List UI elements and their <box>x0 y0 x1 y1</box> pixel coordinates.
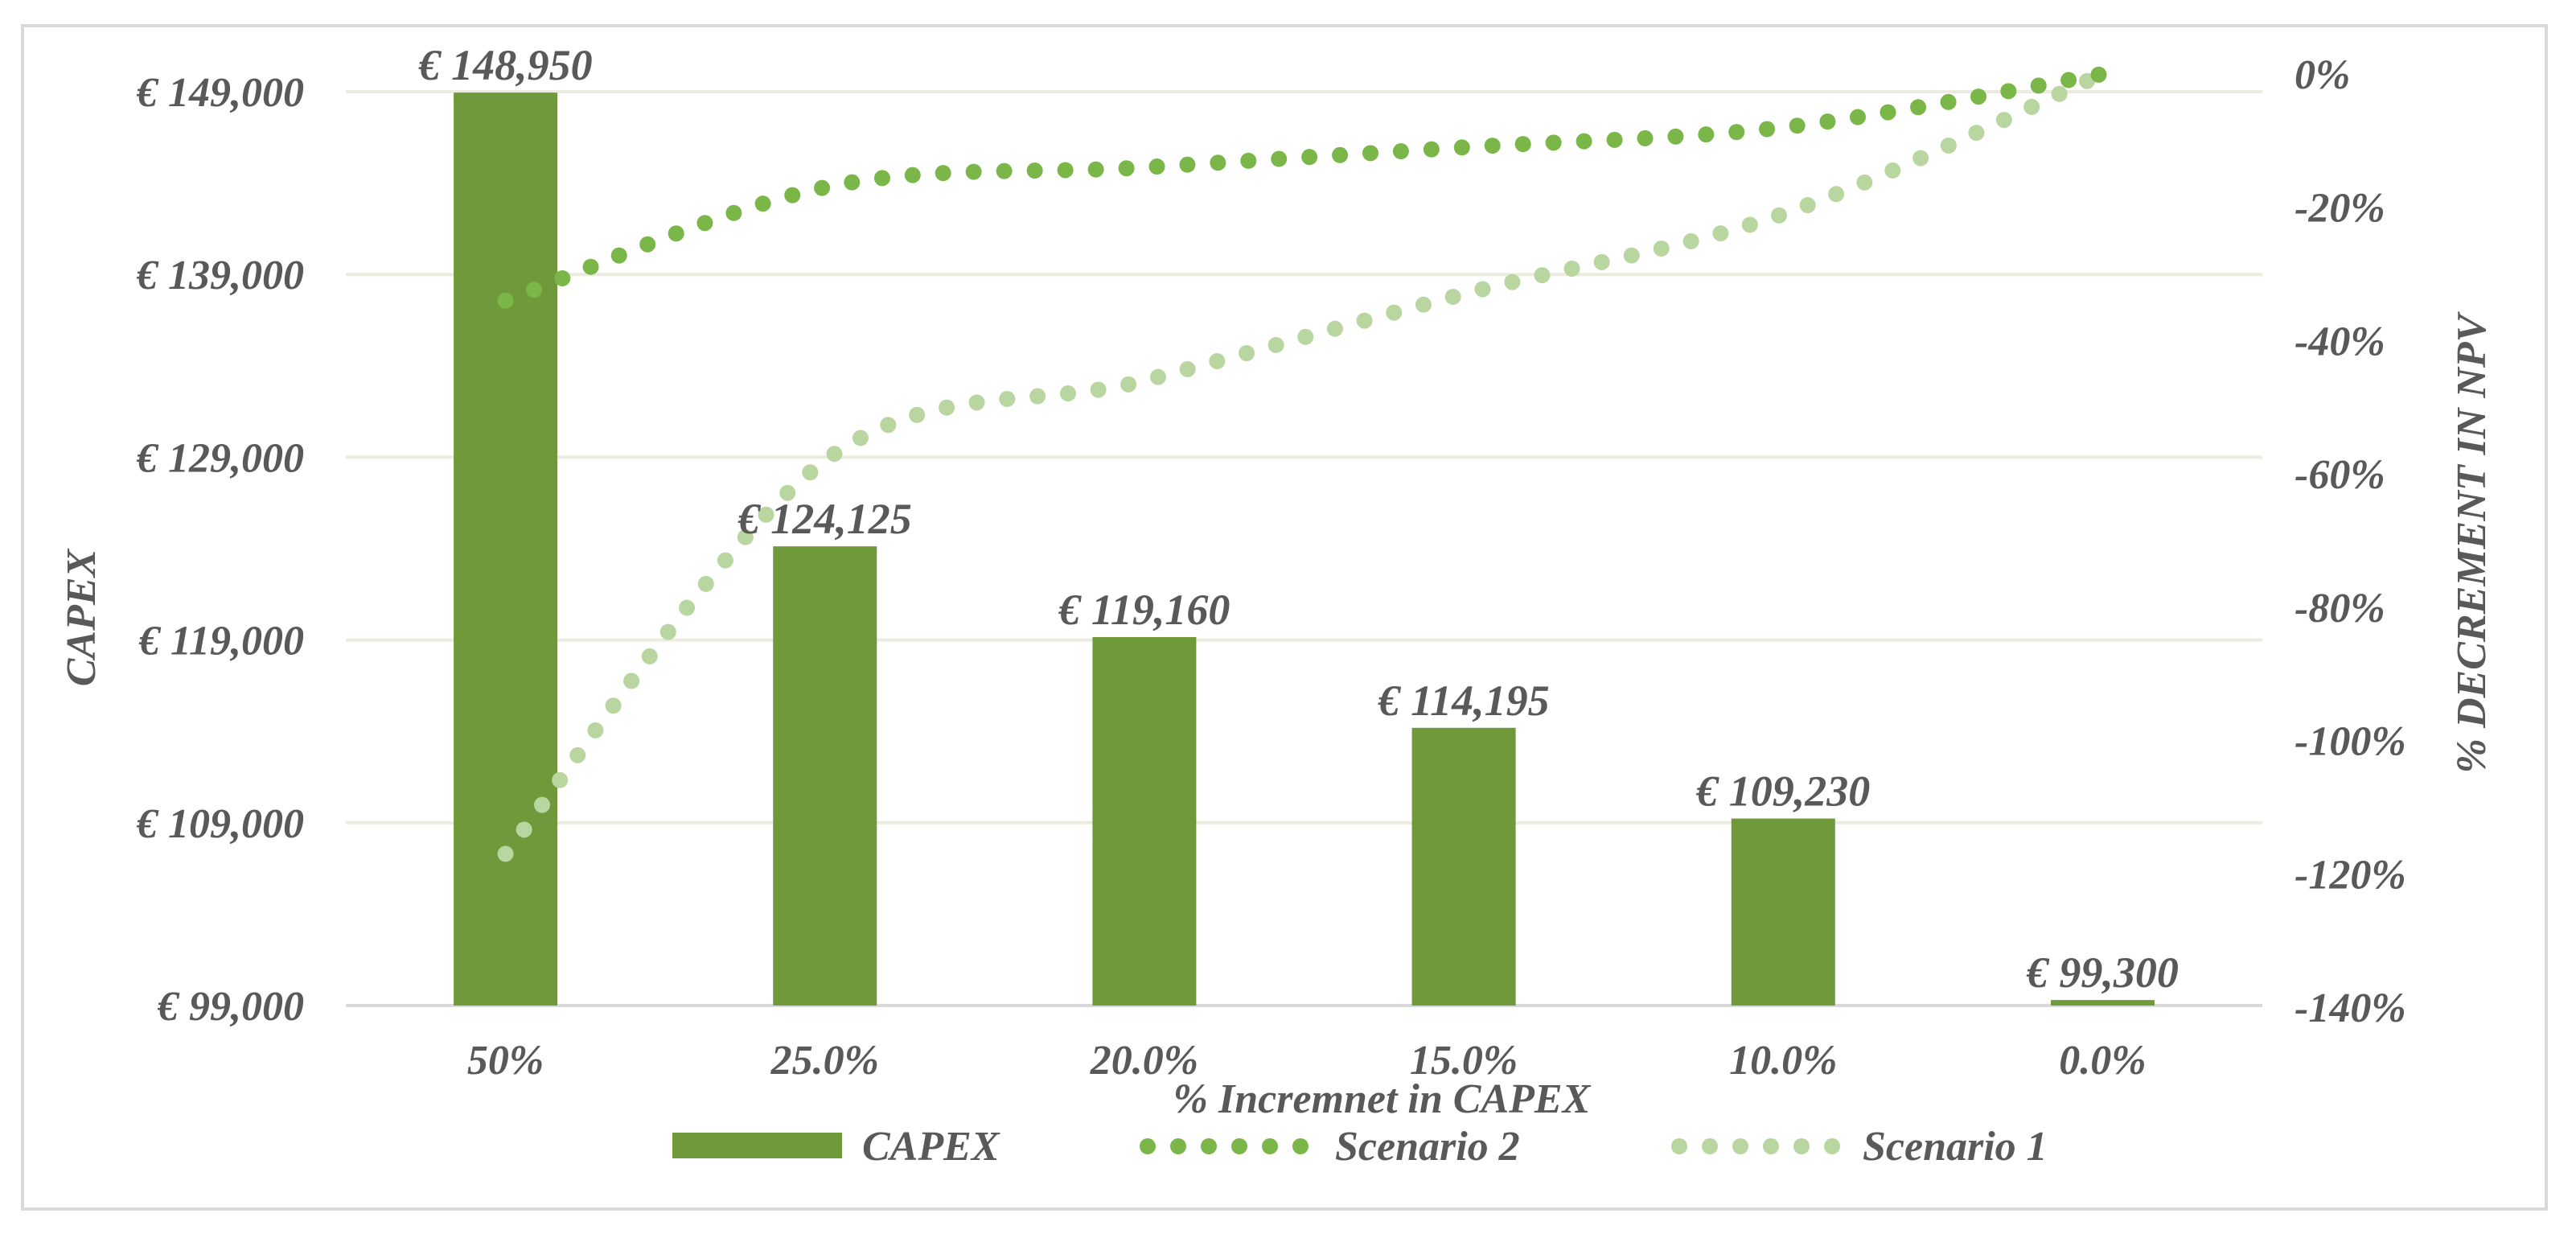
legend-dot <box>1201 1138 1217 1154</box>
y2-tick-label: -40% <box>2295 319 2385 364</box>
legend-dot <box>1170 1138 1186 1154</box>
x-tick-label: 10.0% <box>1729 1038 1837 1084</box>
legend-dot <box>1671 1138 1687 1154</box>
y2-tick-label: -140% <box>2295 985 2406 1031</box>
legend-label-scenario-2: Scenario 2 <box>1335 1124 1520 1170</box>
data-label: € 114,195 <box>1378 677 1550 725</box>
y2-tick-label: 0% <box>2295 52 2350 98</box>
y-tick-label: € 139,000 <box>136 253 304 298</box>
x-tick-label: 25.0% <box>770 1038 879 1084</box>
x-axis: 50% 25.0% 20.0% 15.0% 10.0% 0.0% <box>467 1038 2147 1084</box>
legend-dot <box>1231 1138 1247 1154</box>
legend-label-capex: CAPEX <box>862 1124 1000 1170</box>
y2-tick-label: -80% <box>2295 586 2385 631</box>
data-label: € 109,230 <box>1695 767 1870 816</box>
legend-label-scenario-1: Scenario 1 <box>1863 1124 2048 1170</box>
legend-dot <box>1763 1138 1779 1154</box>
bar <box>1411 727 1516 1006</box>
y-tick-label: € 149,000 <box>136 70 304 116</box>
data-label: € 148,950 <box>418 41 593 89</box>
x-axis-title: % Incremnet in CAPEX <box>1173 1076 1592 1122</box>
y2-tick-label: -100% <box>2295 719 2406 765</box>
legend-dot <box>1824 1138 1840 1154</box>
data-labels: € 148,950 € 124,125 € 119,160 € 114,195 € 10… <box>418 41 2179 997</box>
bar <box>1731 818 1835 1006</box>
bar <box>773 546 877 1006</box>
x-tick-label: 50% <box>467 1038 544 1084</box>
y-tick-label: € 129,000 <box>136 435 304 481</box>
legend-dot <box>1262 1138 1278 1154</box>
x-tick-label: 20.0% <box>1090 1038 1198 1084</box>
legend-dot <box>1292 1138 1309 1154</box>
legend-dot <box>1140 1138 1156 1154</box>
data-label: € 124,125 <box>737 495 912 543</box>
capex-bars <box>454 93 2155 1006</box>
y-tick-label: € 99,000 <box>157 984 304 1030</box>
y2-tick-label: -120% <box>2295 852 2406 898</box>
bar <box>1092 636 1197 1006</box>
data-label: € 99,300 <box>2026 948 2179 997</box>
legend-swatch-scenario-2 <box>1140 1138 1309 1154</box>
data-label: € 119,160 <box>1058 586 1230 634</box>
legend-dot <box>1732 1138 1748 1154</box>
y-axis-title: CAPEX <box>59 548 105 686</box>
chart-frame <box>21 24 2548 1211</box>
y2-tick-label: -60% <box>2295 452 2385 498</box>
legend-dot <box>1702 1138 1718 1154</box>
legend: CAPEX Scenario 2 Scenario 1 <box>672 1124 2048 1170</box>
bar <box>2050 1000 2155 1006</box>
y2-tick-label: -20% <box>2295 186 2385 232</box>
scenario-1-line <box>497 66 2111 862</box>
gridlines <box>346 90 2262 1007</box>
npv-lines <box>497 66 2111 862</box>
scenario-2-line <box>497 66 2111 309</box>
legend-swatch-scenario-1 <box>1671 1138 1840 1154</box>
x-tick-label: 0.0% <box>2059 1038 2146 1084</box>
legend-dot <box>1793 1138 1810 1154</box>
secondary-y-axis-title: % DECREMENT IN NPV <box>2449 311 2495 773</box>
secondary-y-axis: -140% -120% -100% -80% -60% -40% -20% 0% <box>2295 52 2406 1031</box>
x-tick-label: 15.0% <box>1410 1038 1518 1084</box>
primary-y-axis: € 99,000 € 109,000 € 119,000 € 129,000 € 139… <box>136 70 304 1030</box>
y-tick-label: € 109,000 <box>136 801 304 847</box>
legend-swatch-capex <box>672 1133 842 1158</box>
y-tick-label: € 119,000 <box>138 619 304 664</box>
bar <box>454 93 558 1006</box>
